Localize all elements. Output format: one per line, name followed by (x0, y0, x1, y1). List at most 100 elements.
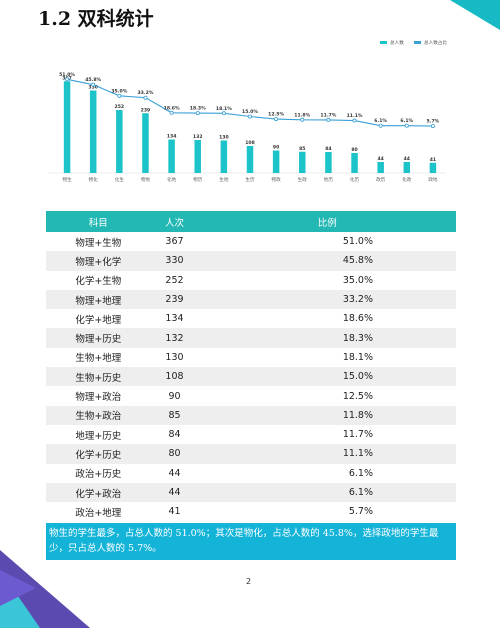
cell-subject: 物理+政治 (75, 392, 122, 404)
table-row: 物理+历史 132 18.3% (46, 328, 456, 348)
combo-chart: 367物生330物化252化生239物地134化地132物历130生地108生历… (48, 39, 447, 183)
cell-subject: 化学+地理 (75, 314, 122, 326)
table-row: 化学+地理 134 18.6% (46, 309, 456, 328)
bar-data-label: 330 (88, 85, 98, 91)
chart-bar (168, 139, 175, 173)
chart-bar (299, 151, 306, 173)
ratio-point (65, 77, 70, 82)
cell-count: 85 (150, 405, 199, 425)
line-data-label: 45.8% (85, 77, 101, 83)
cell-ratio: 33.2% (198, 289, 456, 310)
line-data-label: 5.7% (427, 119, 440, 125)
ratio-point (430, 124, 435, 129)
chart-bar (325, 152, 332, 173)
bar-data-label: 44 (377, 156, 383, 162)
line-data-label: 11.1% (347, 113, 363, 119)
cell-ratio: 18.6% (342, 313, 373, 325)
cell-count: 130 (165, 351, 184, 363)
bar-data-label: 134 (167, 134, 177, 140)
chart-bar (429, 162, 437, 173)
cell-count: 44 (168, 467, 181, 479)
legend-label-count: 总人数 (390, 39, 404, 46)
bar-data-label: 84 (325, 146, 331, 152)
cell-ratio: 18.3% (198, 328, 456, 348)
legend-label-ratio: 总人数占比 (424, 39, 447, 46)
bar-data-label: 85 (299, 146, 305, 152)
line-data-label: 11.7% (320, 112, 336, 118)
x-tick-label: 地历 (324, 176, 334, 183)
line-data-label: 12.5% (268, 112, 284, 118)
chart-bar (116, 110, 123, 173)
corner-decoration-top-right (450, 0, 500, 30)
table-row: 地理+历史 84 11.7% (46, 425, 456, 444)
chart-bar (403, 162, 411, 173)
cell-ratio: 35.0% (342, 274, 373, 286)
x-tick-label: 化生 (115, 176, 125, 183)
ratio-point (169, 110, 174, 115)
table-row: 化学+历史 80 11.1% (46, 444, 456, 464)
data-table: 科目 人次 比例 物理+生物 367 51.0% 物理+化学 330 45.8% 化学+… (46, 211, 456, 521)
line-data-label: 51.0% (59, 72, 75, 78)
corner-decoration-bottom-left-arrow (0, 570, 36, 606)
cell-ratio: 5.7% (348, 506, 373, 518)
header-ratio: 比例 (198, 211, 456, 232)
cell-ratio: 45.8% (198, 251, 456, 271)
x-tick-label: 生地 (219, 176, 229, 183)
x-tick-label: 生历 (245, 176, 255, 183)
cell-subject: 化学+政治 (46, 482, 151, 503)
cell-count: 132 (150, 328, 199, 348)
cell-ratio: 12.5% (342, 390, 373, 402)
x-tick-label: 生政 (298, 176, 308, 183)
section-title: 1.2 双科统计 (38, 8, 154, 30)
chart-bar (194, 140, 201, 173)
x-tick-label: 化历 (350, 176, 360, 183)
bar-data-label: 130 (219, 135, 229, 141)
ratio-point (117, 93, 122, 98)
ratio-point (143, 95, 148, 100)
header-count: 人次 (150, 211, 199, 232)
x-tick-label: 物历 (193, 176, 203, 183)
cell-ratio: 11.7% (342, 429, 373, 441)
bar-data-label: 132 (193, 134, 203, 140)
ratio-point (221, 111, 226, 116)
header-subject: 科目 (46, 211, 151, 232)
table-row: 化学+政治 44 6.1% (46, 482, 456, 503)
summary-paragraph: 物生的学生最多，占总人数的 51.0%；其次是物化，占总人数的 45.8%，选择… (46, 523, 456, 560)
cell-subject: 生物+地理 (75, 353, 122, 365)
x-tick-label: 物地 (141, 176, 151, 183)
table-row: 物理+生物 367 51.0% (46, 232, 456, 251)
cell-ratio: 11.1% (198, 444, 456, 464)
chart-bar (142, 113, 149, 173)
table-row: 物理+地理 239 33.2% (46, 289, 456, 310)
line-data-label: 6.1% (374, 118, 387, 124)
table-header-row: 科目 人次 比例 (46, 211, 456, 232)
line-data-label: 18.6% (164, 105, 180, 111)
cell-subject: 生物+政治 (46, 405, 151, 425)
table-row: 政治+地理 41 5.7% (46, 502, 456, 521)
cell-count: 80 (150, 444, 199, 464)
line-data-label: 18.3% (190, 106, 206, 112)
bar-data-label: 239 (141, 107, 151, 113)
cell-subject: 化学+生物 (75, 276, 122, 288)
ratio-point (274, 117, 279, 122)
ratio-point (326, 117, 331, 122)
x-tick-label: 化地 (167, 176, 177, 183)
ratio-point (195, 111, 200, 116)
cell-subject: 政治+地理 (75, 507, 122, 519)
ratio-point (352, 118, 357, 123)
cell-subject: 物理+历史 (46, 328, 151, 348)
x-tick-label: 政历 (376, 176, 386, 183)
cell-ratio: 6.1% (348, 467, 373, 479)
line-data-label: 35.0% (111, 88, 127, 94)
cell-ratio: 18.1% (342, 351, 373, 363)
cell-count: 108 (150, 367, 199, 387)
cell-subject: 物理+地理 (46, 289, 151, 310)
cell-subject: 物理+化学 (46, 251, 151, 271)
bar-data-label: 252 (115, 104, 125, 110)
line-data-label: 33.2% (137, 90, 153, 96)
table-row: 生物+政治 85 11.8% (46, 405, 456, 425)
chart-bar (220, 140, 228, 173)
cell-subject: 化学+历史 (46, 444, 151, 464)
cell-ratio: 6.1% (198, 482, 456, 503)
table-row: 物理+政治 90 12.5% (46, 386, 456, 405)
